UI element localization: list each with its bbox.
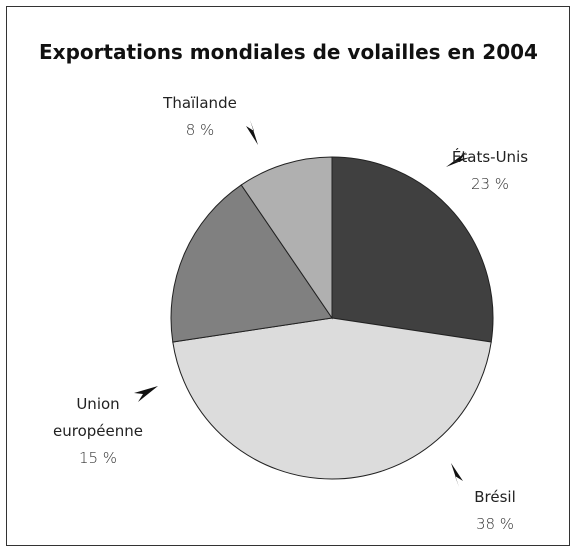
value-label: 23 %	[470, 175, 510, 193]
slice-label: Thaïlande 8 %	[150, 90, 250, 144]
category-label: États-Unis	[451, 148, 529, 166]
pie-slice	[170, 184, 333, 343]
arrow	[246, 120, 258, 145]
pie-slice	[331, 156, 494, 343]
value-label: 38 %	[475, 515, 515, 533]
arrows	[134, 120, 471, 487]
slice-label: États-Unis 23 %	[440, 144, 540, 198]
arrow	[451, 463, 463, 487]
chart-title: Exportations mondiales de volailles en 2…	[39, 40, 538, 64]
category-label: Thaïlande	[163, 94, 237, 112]
slice-label: Brésil 38 %	[445, 484, 545, 538]
value-label: 15 %	[78, 449, 118, 467]
value-label: 8 %	[185, 121, 215, 139]
category-label: Brésil	[474, 488, 516, 506]
category-label: Union européenne	[53, 395, 143, 440]
arrow	[446, 152, 471, 167]
pie-slice	[172, 317, 492, 480]
arrow	[134, 386, 158, 402]
pie-slice	[240, 156, 333, 320]
slice-label: Union européenne 15 %	[48, 391, 148, 472]
frame	[6, 6, 570, 546]
